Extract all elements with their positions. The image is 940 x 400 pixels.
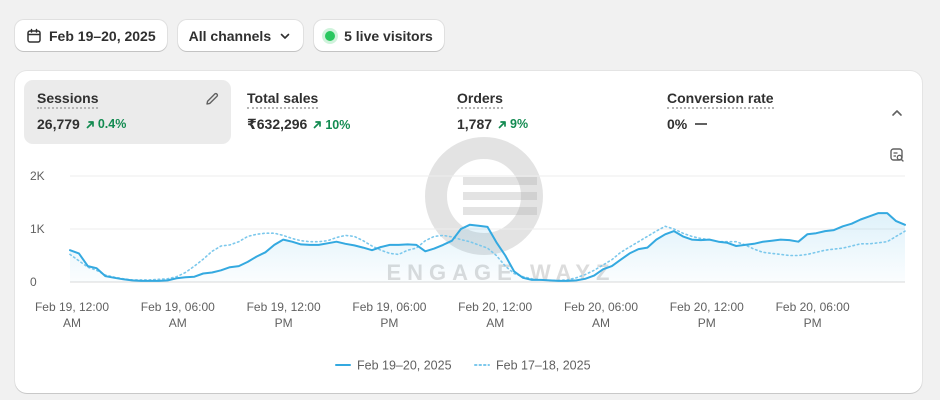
- x-tick-label: Feb 20, 12:00 AM: [458, 300, 532, 330]
- live-dot-icon: [325, 30, 336, 41]
- x-tick-label: Feb 19, 12:00 PM: [247, 300, 321, 330]
- live-visitors-button[interactable]: 5 live visitors: [314, 20, 444, 51]
- toolbar: Feb 19–20, 2025 All channels 5 live visi…: [15, 20, 444, 51]
- no-change-dash-icon: [695, 123, 708, 125]
- x-tick-label: Feb 19, 12:00 AM: [35, 300, 109, 330]
- series-area-fill: [70, 213, 905, 282]
- chart-legend: Feb 19–20, 2025 Feb 17–18, 2025: [335, 359, 591, 373]
- channels-label: All channels: [188, 27, 272, 44]
- live-visitors-label: 5 live visitors: [344, 27, 433, 44]
- metric-delta: 0.4%: [85, 117, 127, 131]
- calendar-icon: [27, 28, 41, 43]
- metric-conversion-rate[interactable]: Conversion rate 0%: [654, 80, 861, 144]
- chart-explore-icon[interactable]: [889, 147, 905, 163]
- metric-label[interactable]: Sessions: [37, 90, 99, 109]
- y-tick-label: 2K: [30, 169, 45, 183]
- metric-sessions[interactable]: Sessions 26,779 0.4%: [24, 80, 231, 144]
- date-range-button[interactable]: Feb 19–20, 2025: [15, 20, 167, 51]
- metric-total-sales[interactable]: Total sales ₹632,296 10%: [234, 80, 441, 144]
- x-tick-label: Feb 19, 06:00 AM: [141, 300, 215, 330]
- comparison-series-line: [69, 225, 906, 282]
- metric-delta-value: 10%: [325, 117, 351, 132]
- metric-label[interactable]: Orders: [457, 90, 503, 109]
- trend-up-icon: [498, 120, 506, 128]
- pencil-icon[interactable]: [204, 91, 220, 107]
- chevron-up-icon[interactable]: [889, 105, 905, 121]
- metric-value: 0%: [667, 116, 688, 132]
- metric-orders[interactable]: Orders 1,787 9%: [444, 80, 651, 144]
- x-tick-label: Feb 20, 06:00 PM: [776, 300, 850, 330]
- legend-label: Feb 19–20, 2025: [357, 359, 452, 373]
- x-tick-label: Feb 20, 12:00 PM: [670, 300, 744, 330]
- y-tick-label: 1K: [30, 222, 45, 236]
- metric-delta: 10%: [312, 118, 350, 132]
- metric-value: 1,787: [457, 116, 493, 132]
- channels-dropdown[interactable]: All channels: [177, 20, 304, 51]
- trend-up-icon: [314, 121, 322, 129]
- x-tick-label: Feb 19, 06:00 PM: [352, 300, 426, 330]
- legend-label: Feb 17–18, 2025: [496, 359, 591, 373]
- y-tick-label: 0: [30, 275, 37, 289]
- current-series-line: [69, 212, 906, 282]
- metric-label[interactable]: Conversion rate: [667, 90, 774, 109]
- metric-label[interactable]: Total sales: [247, 90, 319, 109]
- metric-delta-value: 9%: [510, 117, 529, 131]
- x-tick-label: Feb 20, 06:00 AM: [564, 300, 638, 330]
- metric-delta: 9%: [497, 117, 528, 131]
- metric-value: 26,779: [37, 116, 80, 132]
- analytics-card: Sessions 26,779 0.4% Total sales ₹632,29…: [15, 71, 922, 393]
- trend-up-icon: [86, 120, 94, 128]
- date-range-label: Feb 19–20, 2025: [49, 27, 156, 44]
- chevron-down-icon: [280, 33, 290, 39]
- metric-value: ₹632,296: [247, 116, 308, 132]
- metric-delta-value: 0.4%: [97, 117, 127, 131]
